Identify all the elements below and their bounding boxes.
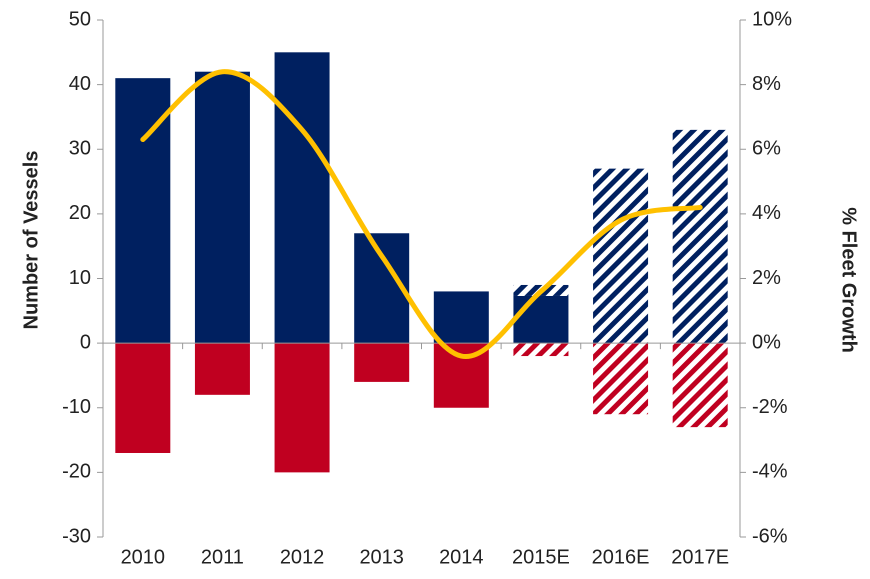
x-tick-label: 2011 [201,546,244,568]
x-tick-label: 2015E [512,546,570,568]
bar [593,343,649,415]
y2-tick-label: 2% [752,267,781,289]
y2-tick-label: 4% [752,202,781,224]
bar [433,291,489,344]
line [140,69,703,359]
y-tick-label: -20 [62,461,91,483]
y-tick-label: -30 [62,525,91,547]
x-tick-label: 2017E [671,546,729,568]
x-tick-label: 2014 [439,546,484,568]
y-tick-label: 40 [69,73,91,95]
y2-tick-label: -4% [752,461,788,483]
y-tick-label: 30 [69,138,91,160]
x-tick-label: 2013 [359,546,404,568]
bar [593,168,649,344]
y2-tick-label: 8% [752,73,781,95]
y2-tick-label: -2% [752,396,788,418]
y2-tick-label: 0% [752,331,781,353]
bar [274,52,330,344]
x-tick-label: 2016E [592,546,650,568]
y-tick-label: 10 [69,267,91,289]
bar [672,343,728,428]
y-tick-label: 0 [80,331,91,353]
bar [274,343,330,473]
y2-tick-label: -6% [752,525,788,547]
y-tick-label: 20 [69,202,91,224]
y-axis-title: Number of Vessels [20,151,42,330]
bars [115,52,728,473]
y-tick-label: 50 [69,8,91,30]
y2-tick-label: 6% [752,138,781,160]
bar [194,343,250,395]
bar [194,71,250,344]
bar [115,343,171,453]
y2-axis-title: % Fleet Growth [838,207,860,353]
y-tick-label: -10 [62,396,91,418]
bar [672,129,728,344]
y2-tick-label: 10% [752,8,792,30]
bar [513,343,569,357]
x-tick-label: 2012 [280,546,325,568]
x-tick-label: 2010 [121,546,166,568]
bar [513,295,569,344]
bar [354,343,410,382]
